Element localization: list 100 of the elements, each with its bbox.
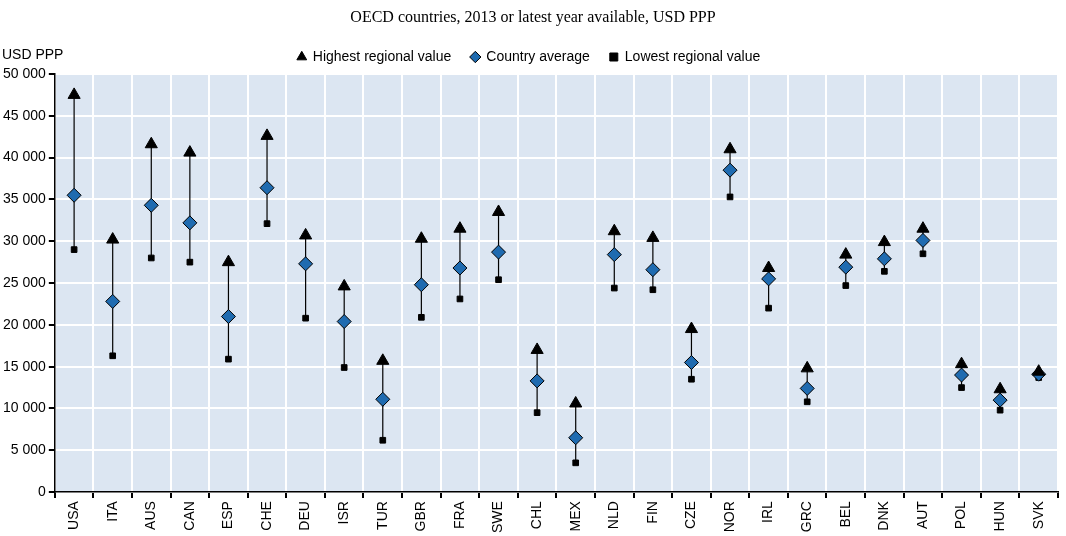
point — [649, 286, 657, 294]
y-tick-label: 25 000 — [2, 273, 47, 290]
x-tick-label: DEU — [296, 501, 313, 531]
x-tick-label: ISR — [335, 501, 352, 525]
y-tick-label: 30 000 — [2, 232, 47, 249]
point — [337, 278, 351, 291]
x-tick-label: USA — [64, 500, 81, 530]
x-tick-label: AUS — [142, 501, 159, 530]
point — [106, 232, 120, 244]
y-tick-label: 50 000 — [2, 64, 47, 81]
point — [607, 223, 621, 236]
point — [610, 284, 618, 292]
point — [375, 391, 391, 407]
x-tick-label: ESP — [219, 501, 236, 530]
point — [143, 197, 159, 213]
point — [838, 259, 854, 275]
y-tick-label: 40 000 — [2, 148, 47, 165]
point — [726, 193, 734, 201]
legend-label: Highest regional value — [312, 47, 452, 64]
x-tick-label: BEL — [836, 500, 853, 528]
x-tick-label: SWE — [489, 501, 506, 533]
point — [530, 342, 544, 354]
y-tick-label: 15 000 — [2, 357, 47, 374]
point — [533, 409, 541, 416]
point — [298, 256, 314, 272]
point — [761, 271, 777, 287]
point — [919, 250, 927, 258]
point — [491, 244, 507, 260]
legend-label: Country average — [486, 47, 591, 64]
point — [958, 384, 965, 391]
point — [915, 232, 931, 248]
point — [842, 282, 850, 289]
point — [220, 309, 236, 324]
point — [916, 221, 930, 233]
y-tick-label: 0 — [38, 482, 47, 499]
point — [299, 227, 313, 240]
x-tick-label: ITA — [103, 500, 120, 522]
point — [105, 293, 121, 309]
point — [992, 392, 1008, 408]
point — [688, 375, 695, 383]
x-tick-label: SVK — [1029, 500, 1046, 530]
point — [683, 355, 699, 370]
point — [954, 356, 969, 369]
x-tick-label: FIN — [643, 501, 660, 524]
x-tick-label: DNK — [875, 500, 892, 531]
point — [646, 230, 660, 242]
point — [993, 381, 1007, 394]
point — [182, 215, 198, 231]
point — [1032, 364, 1046, 376]
point — [453, 221, 467, 233]
point — [996, 406, 1004, 414]
point — [144, 136, 158, 149]
point — [572, 459, 580, 467]
point — [456, 295, 464, 303]
x-tick-label: IRL — [759, 500, 776, 523]
x-tick-label: GRC — [798, 501, 815, 533]
x-tick-label: CAN — [180, 501, 197, 531]
x-tick-label: TUR — [373, 501, 390, 530]
point — [645, 262, 661, 278]
point — [263, 220, 271, 228]
point — [606, 247, 622, 263]
point — [70, 246, 78, 253]
point — [877, 234, 891, 247]
point — [954, 367, 970, 383]
point — [376, 353, 390, 365]
point — [722, 162, 738, 178]
y-tick-label: 10 000 — [2, 399, 47, 416]
y-axis-title: USD PPP — [2, 45, 64, 62]
point — [529, 373, 545, 389]
point — [491, 204, 506, 216]
point — [225, 355, 232, 363]
point — [379, 436, 387, 444]
point — [881, 268, 888, 275]
y-tick-label: 35 000 — [2, 190, 47, 207]
x-tick-label: POL — [952, 500, 969, 530]
y-tick-label: 45 000 — [2, 106, 47, 123]
point — [495, 276, 502, 284]
point — [186, 258, 194, 266]
point — [839, 247, 853, 259]
x-tick-label: CHE — [257, 501, 274, 531]
x-tick-label: GBR — [412, 501, 429, 532]
x-tick-label: MEX — [566, 500, 583, 532]
chart-title: OECD countries, 2013 or latest year available, USD PPP — [349, 7, 717, 28]
point — [221, 254, 236, 267]
y-tick-label: 5 000 — [10, 441, 47, 458]
point — [799, 380, 815, 396]
point — [723, 141, 737, 154]
x-tick-label: AUT — [913, 500, 930, 530]
legend-label: Lowest regional value — [624, 47, 761, 64]
point — [765, 304, 772, 312]
x-tick-label: NOR — [720, 501, 737, 533]
point — [803, 398, 811, 406]
point — [259, 180, 275, 196]
point — [414, 231, 428, 243]
x-tick-label: CZE — [682, 501, 699, 530]
x-tick-label: CHL — [527, 500, 544, 530]
point — [183, 145, 197, 157]
x-tick-label: NLD — [605, 501, 622, 530]
point — [109, 352, 117, 360]
point — [452, 260, 468, 276]
